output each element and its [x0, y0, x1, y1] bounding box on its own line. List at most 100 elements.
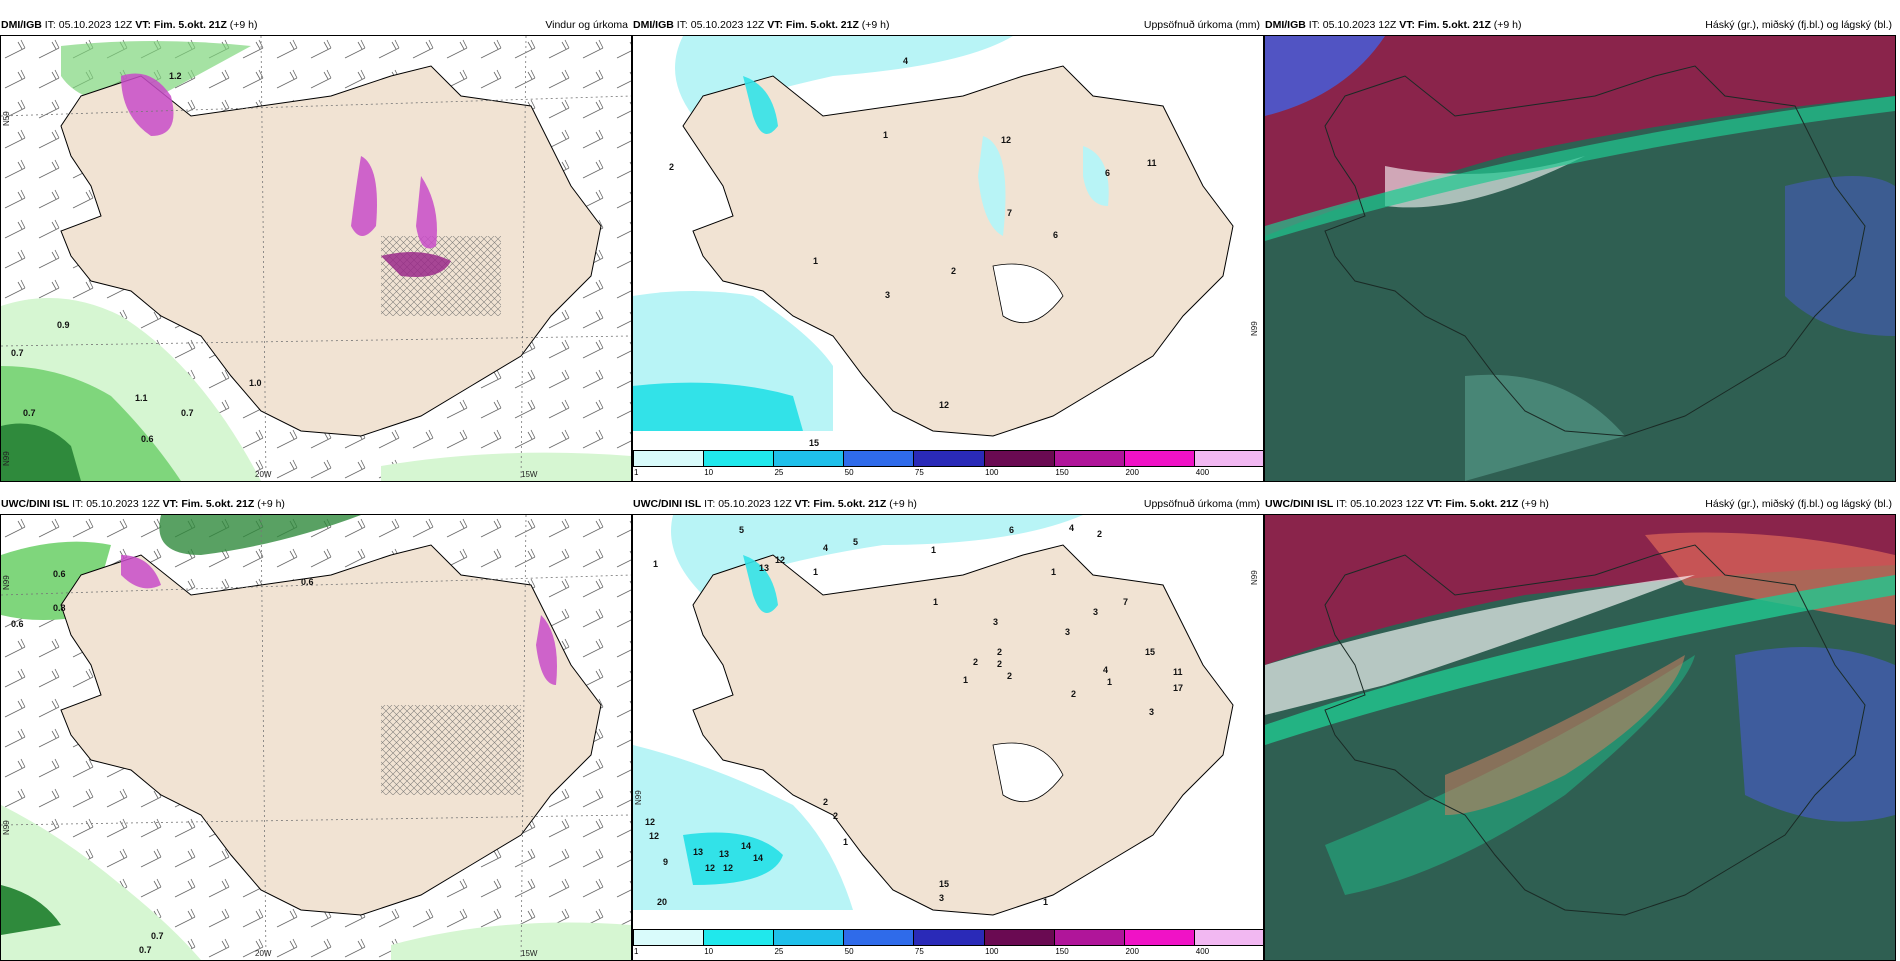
map-value-label: 0.6 [11, 619, 24, 629]
legend-colorbar [633, 450, 1263, 467]
precip-area [743, 76, 778, 134]
panel-header: DMI/IGB IT: 05.10.2023 12Z VT: Fim. 5.ok… [632, 15, 1264, 35]
map-value-label: 2 [1071, 689, 1076, 699]
accum-precip-map[interactable]: 4 2 1 12 6 11 7 6 1 2 3 15 12 N99 1 10 25 5… [632, 35, 1264, 482]
map-value-label: 2 [997, 647, 1002, 657]
it-time: 05.10.2023 12Z [1322, 19, 1397, 31]
ice-cap [992, 263, 1064, 324]
coastline [1324, 544, 1866, 916]
panel-title: Háský (gr.), miðský (fj.bl.) og lágský (… [1705, 19, 1892, 31]
longitude-label: 15W [521, 470, 538, 479]
map-value-label: 12 [649, 831, 659, 841]
legend-swatch [634, 930, 705, 945]
legend-tick-label: 400 [1195, 468, 1210, 477]
map-value-label: 13 [693, 847, 703, 857]
legend-swatch [914, 451, 985, 466]
it-time: 05.10.2023 12Z [690, 19, 765, 31]
hatched-area [381, 705, 521, 795]
map-value-label: 0.8 [53, 603, 66, 613]
valid-time: VT: Fim. 5.okt. 21Z [1426, 498, 1519, 510]
low-cloud-layer [1465, 374, 1625, 481]
latitude-label: N59 [2, 111, 11, 126]
panel-header: DMI/IGB IT: 05.10.2023 12Z VT: Fim. 5.ok… [1264, 15, 1896, 35]
precip-legend: 1 10 25 50 75 100 150 200 400 [633, 450, 1263, 480]
map-value-label: 4 [1103, 665, 1108, 675]
map-value-label: 1 [931, 545, 936, 555]
map-value-label: 1 [653, 559, 658, 569]
precip-area [381, 252, 451, 277]
wind-precip-map[interactable]: 0.6 0.6 0.8 0.6 0.7 0.7 20W 15W N99 N99 [0, 514, 632, 961]
precip-area [536, 615, 557, 685]
map-canvas: 5 4 5 1 6 4 2 1 13 12 1 1 3 7 15 11 17 4… [633, 515, 1259, 916]
model-source: DMI/IGB [1265, 19, 1306, 31]
frontal-band [1265, 96, 1895, 241]
map-value-label: 2 [669, 162, 674, 172]
legend-tick-label: 1 [634, 468, 639, 477]
map-value-label: 3 [1093, 607, 1098, 617]
iceland-land [692, 544, 1234, 916]
map-value-label: 3 [993, 617, 998, 627]
wind-precip-map[interactable]: 1.2 0.9 0.7 0.7 1.1 0.7 0.6 1.0 20W 15W … [0, 35, 632, 482]
legend-swatch [1054, 451, 1125, 466]
map-value-label: 5 [853, 537, 858, 547]
panel-dmi-cloud: DMI/IGB IT: 05.10.2023 12Z VT: Fim. 5.ok… [1264, 15, 1896, 482]
forecast-offset: (+9 h) [1521, 498, 1549, 510]
it-time: 05.10.2023 12Z [86, 498, 160, 510]
it-time: 05.10.2023 12Z [58, 19, 133, 31]
wind-area [1, 885, 61, 935]
map-value-label: 1 [843, 837, 848, 847]
legend-ticks: 1 10 25 50 75 100 150 200 400 [633, 947, 1263, 959]
accum-precip-map[interactable]: 5 4 5 1 6 4 2 1 13 12 1 1 3 7 15 11 17 4… [632, 514, 1264, 961]
map-value-label: 15 [1145, 647, 1155, 657]
map-value-label: 7 [1123, 597, 1128, 607]
it-time: 05.10.2023 12Z [718, 498, 792, 510]
legend-tick-label: 200 [1125, 468, 1139, 477]
wind-area [159, 515, 361, 555]
cloud-cover-map[interactable] [1264, 514, 1896, 961]
valid-time: VT: Fim. 5.okt. 21Z [135, 19, 227, 31]
ice-cap [992, 742, 1064, 803]
map-value-label: 11 [1173, 667, 1183, 677]
legend-swatch [774, 930, 845, 945]
panel-header: DMI/IGB IT: 05.10.2023 12Z VT: Fim. 5.ok… [0, 15, 632, 35]
map-value-label: 1 [1051, 567, 1056, 577]
panel-title: Háský (gr.), miðský (fj.bl.) og lágský (… [1705, 498, 1892, 510]
precip-area [416, 176, 437, 249]
legend-ticks: 1 10 25 50 75 100 150 200 400 [633, 468, 1263, 480]
legend-colorbar [633, 929, 1263, 946]
legend-swatch [1194, 930, 1263, 945]
precip-area [1083, 146, 1109, 206]
precip-area [683, 832, 783, 885]
map-value-label: 0.7 [151, 931, 164, 941]
it-label: IT: [44, 19, 56, 31]
legend-tick-label: 1 [634, 947, 639, 956]
map-value-label: 7 [1007, 208, 1012, 218]
legend-tick-label: 100 [985, 947, 999, 956]
map-value-label: 1 [813, 567, 818, 577]
map-value-label: 12 [775, 555, 785, 565]
panel-uwc-accum-precip: UWC/DINI ISL IT: 05.10.2023 12Z VT: Fim.… [632, 494, 1264, 961]
map-value-label: 3 [1149, 707, 1154, 717]
panel-title: Uppsöfnuð úrkoma (mm) [1143, 19, 1260, 31]
map-value-label: 12 [1001, 135, 1011, 145]
map-value-label: 6 [1053, 230, 1058, 240]
legend-swatch [1194, 451, 1263, 466]
it-label: IT: [1336, 498, 1348, 510]
legend-tick-label: 25 [774, 947, 784, 956]
map-value-label: 1 [813, 256, 818, 266]
mid-cloud-layer [1265, 36, 1895, 236]
map-value-label: 0.6 [53, 569, 66, 579]
legend-swatch [1054, 930, 1125, 945]
forecast-offset: (+9 h) [889, 498, 917, 510]
cloud-cover-map[interactable] [1264, 35, 1896, 482]
legend-swatch [1124, 451, 1195, 466]
panel-header: UWC/DINI ISL IT: 05.10.2023 12Z VT: Fim.… [632, 494, 1264, 514]
forecast-offset: (+9 h) [1493, 19, 1522, 31]
precip-area [633, 745, 853, 910]
latitude-label: N99 [1250, 321, 1259, 336]
model-source: UWC/DINI ISL [1265, 498, 1334, 510]
model-source: DMI/IGB [633, 19, 674, 31]
map-value-label: 15 [809, 438, 819, 448]
legend-swatch [1124, 930, 1195, 945]
longitude-label: 20W [255, 470, 272, 479]
